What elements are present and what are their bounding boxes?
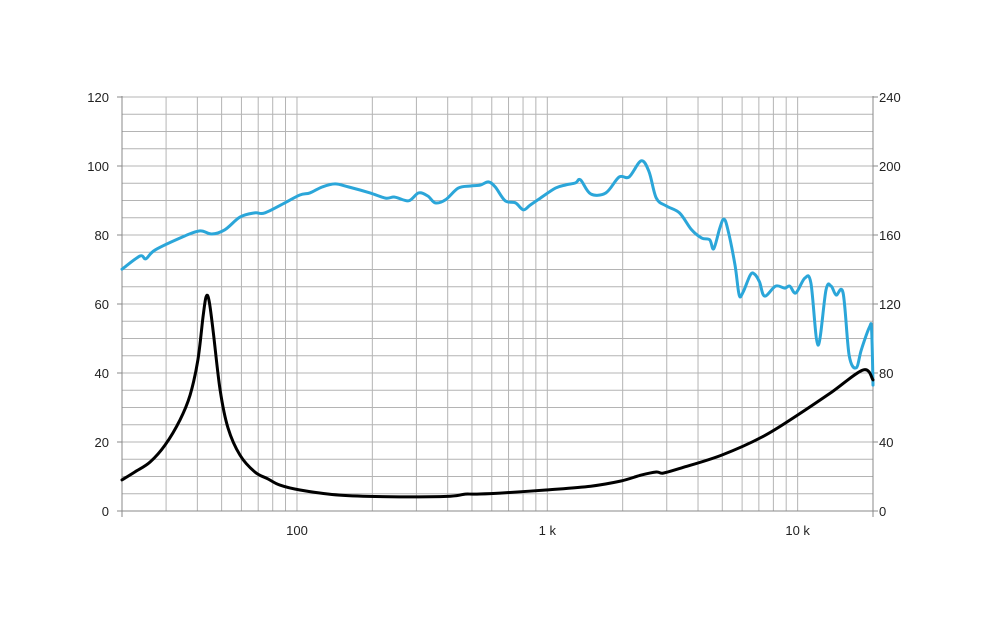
y-tick-label: 20 xyxy=(95,435,109,450)
y2-tick-label: 160 xyxy=(879,228,901,243)
y2-tick-label: 200 xyxy=(879,159,901,174)
series-line-black xyxy=(120,293,875,499)
y-tick-label: 60 xyxy=(95,297,109,312)
y2-tick-label: 80 xyxy=(879,366,893,381)
y2-tick-label: 240 xyxy=(879,90,901,105)
series-line-blue xyxy=(120,159,875,387)
x-tick-label: 10 k xyxy=(785,523,810,538)
y-tick-label: 40 xyxy=(95,366,109,381)
y2-tick-label: 120 xyxy=(879,297,901,312)
y-tick-label: 100 xyxy=(87,159,109,174)
x-tick-label: 1 k xyxy=(539,523,557,538)
grid xyxy=(121,96,874,512)
y-tick-label: 120 xyxy=(87,90,109,105)
x-tick-label: 100 xyxy=(286,523,308,538)
y2-tick-label: 0 xyxy=(879,504,886,519)
y-tick-label: 0 xyxy=(102,504,109,519)
series-group xyxy=(120,159,875,499)
y-tick-label: 80 xyxy=(95,228,109,243)
axes: 0 20 40 60 80 100 120 0 40 80 120 160 200 240 100 1 k 10… xyxy=(87,90,900,538)
y2-tick-label: 40 xyxy=(879,435,893,450)
